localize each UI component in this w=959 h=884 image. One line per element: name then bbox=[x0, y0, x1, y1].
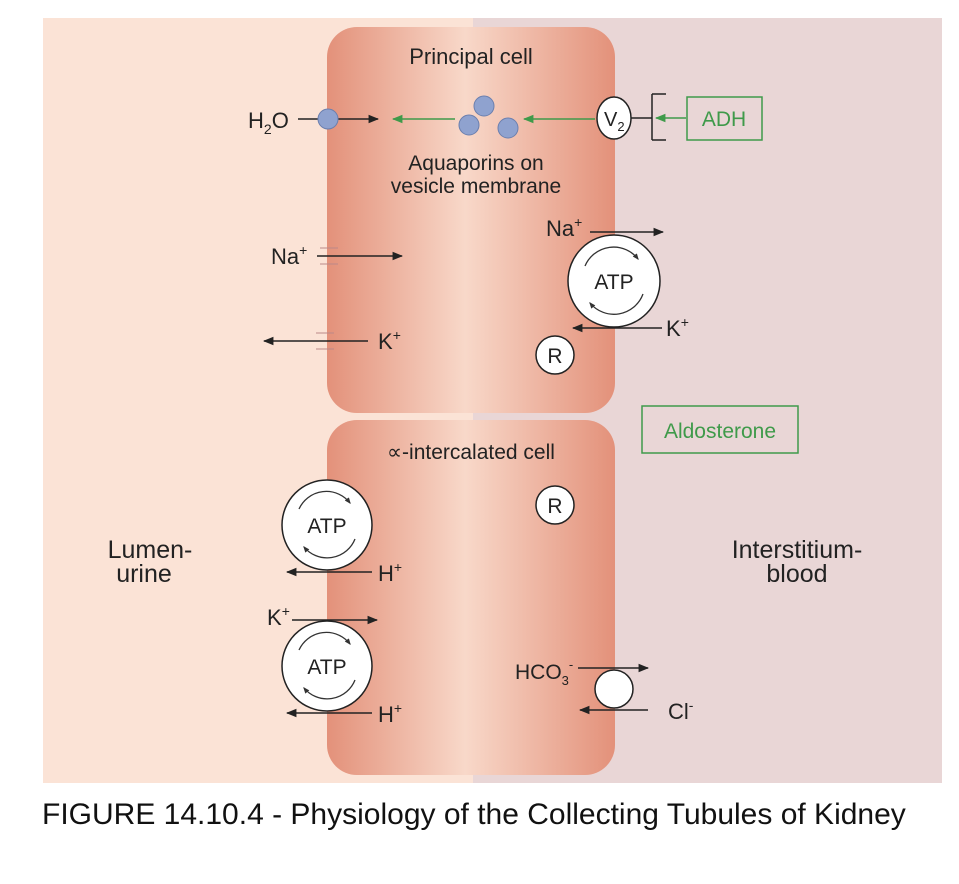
h-k-atpase-atp-label: ATP bbox=[307, 656, 346, 679]
adh-label: ADH bbox=[702, 108, 746, 131]
hco3-cl-exchanger bbox=[594, 669, 634, 709]
k-reabsorption-label: K+ bbox=[267, 603, 290, 630]
intercalated-receptor-label: R bbox=[547, 495, 562, 518]
aquaporin-vesicle bbox=[458, 114, 480, 136]
intercalated-cell-body bbox=[327, 420, 615, 775]
pump-cycle-arrow-icon bbox=[584, 246, 639, 267]
h-atpase-atp-label: ATP bbox=[307, 515, 346, 538]
lumen-label-line1: Lumen- bbox=[108, 536, 193, 564]
lumen-label-line2: urine bbox=[116, 560, 172, 588]
na-channel-label: Na+ bbox=[271, 242, 307, 269]
principal-cell-label: Principal cell bbox=[409, 44, 533, 69]
aquaporins-caption-line2: vesicle membrane bbox=[391, 175, 561, 198]
hco3-label: HCO3- bbox=[515, 657, 573, 688]
principal-receptor bbox=[535, 335, 575, 375]
v2-label: V2 bbox=[604, 109, 625, 134]
principal-atp-label: ATP bbox=[594, 271, 633, 294]
pump-cycle-arrow-icon bbox=[303, 538, 356, 559]
aquaporin-vesicle bbox=[497, 117, 519, 139]
aquaporin-vesicle bbox=[473, 95, 495, 117]
pump-cycle-arrow-icon bbox=[303, 679, 356, 700]
interstitium-label-line1: Interstitium- bbox=[732, 536, 863, 564]
intercalated-cell-label: ∝-intercalated cell bbox=[387, 441, 555, 464]
aquaporin-channel bbox=[317, 108, 339, 130]
cl-label: Cl- bbox=[668, 697, 694, 724]
adh-box bbox=[686, 96, 763, 141]
pump-cycle-arrow-icon bbox=[298, 490, 351, 510]
aquaporins-caption-line1: Aquaporins on bbox=[408, 152, 543, 175]
principal-cell-body bbox=[327, 27, 615, 413]
figure-caption: FIGURE 14.10.4 - Physiology of the Colle… bbox=[42, 798, 906, 831]
k-pump-label: K+ bbox=[666, 314, 689, 341]
h-secretion-label-2: H+ bbox=[378, 700, 402, 727]
aldosterone-label: Aldosterone bbox=[664, 420, 776, 443]
h2o-label: H2O bbox=[248, 108, 289, 137]
principal-receptor-label: R bbox=[547, 345, 562, 368]
intercalated-receptor bbox=[535, 485, 575, 525]
k-channel-label: K+ bbox=[378, 327, 401, 354]
adh-binding-bracket bbox=[631, 93, 666, 141]
na-pump-label: Na+ bbox=[546, 214, 582, 241]
collecting-tubule-diagram: Principal cell H2O V2 ADH Aquaporins on … bbox=[43, 18, 942, 783]
aldosterone-box bbox=[641, 405, 799, 454]
pump-cycle-arrow-icon bbox=[589, 293, 644, 315]
pump-cycle-arrow-icon bbox=[298, 631, 351, 651]
h-secretion-label: H+ bbox=[378, 559, 402, 586]
interstitium-label-line2: blood bbox=[766, 560, 827, 588]
